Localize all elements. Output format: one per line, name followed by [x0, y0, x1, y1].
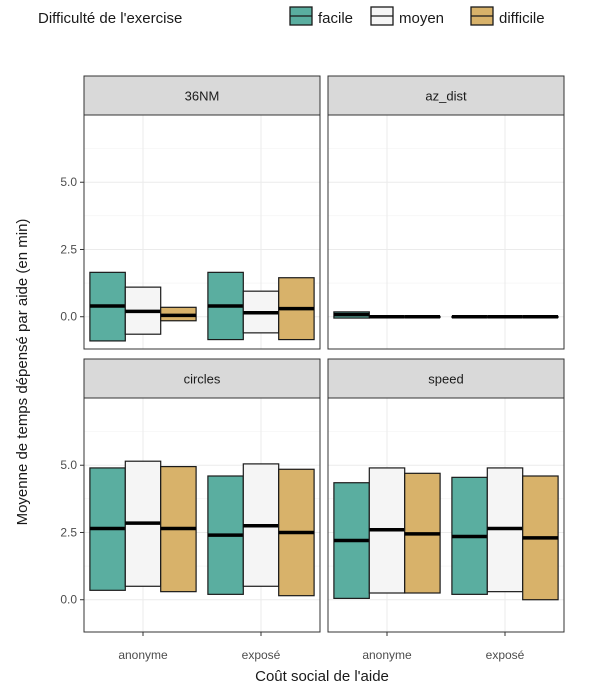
x-tick-label: exposé — [242, 648, 281, 662]
facet-strip — [327, 358, 565, 399]
y-tick-label: 0.0 — [60, 310, 77, 324]
panel-background — [328, 115, 564, 349]
panel-border — [327, 397, 565, 633]
x-axis-title: Coût social de l'aide — [255, 668, 389, 685]
facet-panel-36NM: 36NM 0.0 2.5 5.0 — [60, 75, 321, 350]
y-tick-label: 2.5 — [60, 242, 77, 256]
facet-strip-label: circles — [184, 372, 221, 387]
facet-strip-label: az_dist — [425, 89, 467, 104]
y-tick-label: 2.5 — [60, 525, 77, 539]
legend: Difficulté de l'exercise facile moyen diff… — [38, 6, 545, 27]
legend-title: Difficulté de l'exercise — [38, 10, 182, 27]
facet-strip — [327, 75, 565, 116]
x-tick-label: exposé — [486, 648, 525, 662]
facet-strip-label: 36NM — [185, 89, 220, 104]
legend-label-moyen: moyen — [399, 10, 444, 27]
x-tick-label: anonyme — [362, 648, 412, 662]
y-axis-title: Moyenne de temps dépensé par aide (en mi… — [14, 219, 31, 526]
y-tick-label: 5.0 — [60, 175, 77, 189]
legend-label-facile: facile — [318, 10, 353, 27]
facet-strip-label: speed — [428, 372, 463, 387]
facet-panel-az_dist: az_dist — [327, 75, 565, 350]
facet-panel-circles: circles 0.0 2.5 5.0 anonyme exposé — [60, 358, 321, 662]
legend-label-difficile: difficile — [499, 10, 545, 27]
facet-strip — [83, 358, 321, 399]
facet-panel-speed: speed anonyme exposé — [327, 358, 565, 662]
panel-border — [83, 114, 321, 350]
panel-border — [327, 114, 565, 350]
panel-border — [83, 397, 321, 633]
y-tick-label: 5.0 — [60, 458, 77, 472]
facet-strip — [83, 75, 321, 116]
y-tick-label: 0.0 — [60, 593, 77, 607]
x-tick-label: anonyme — [118, 648, 168, 662]
